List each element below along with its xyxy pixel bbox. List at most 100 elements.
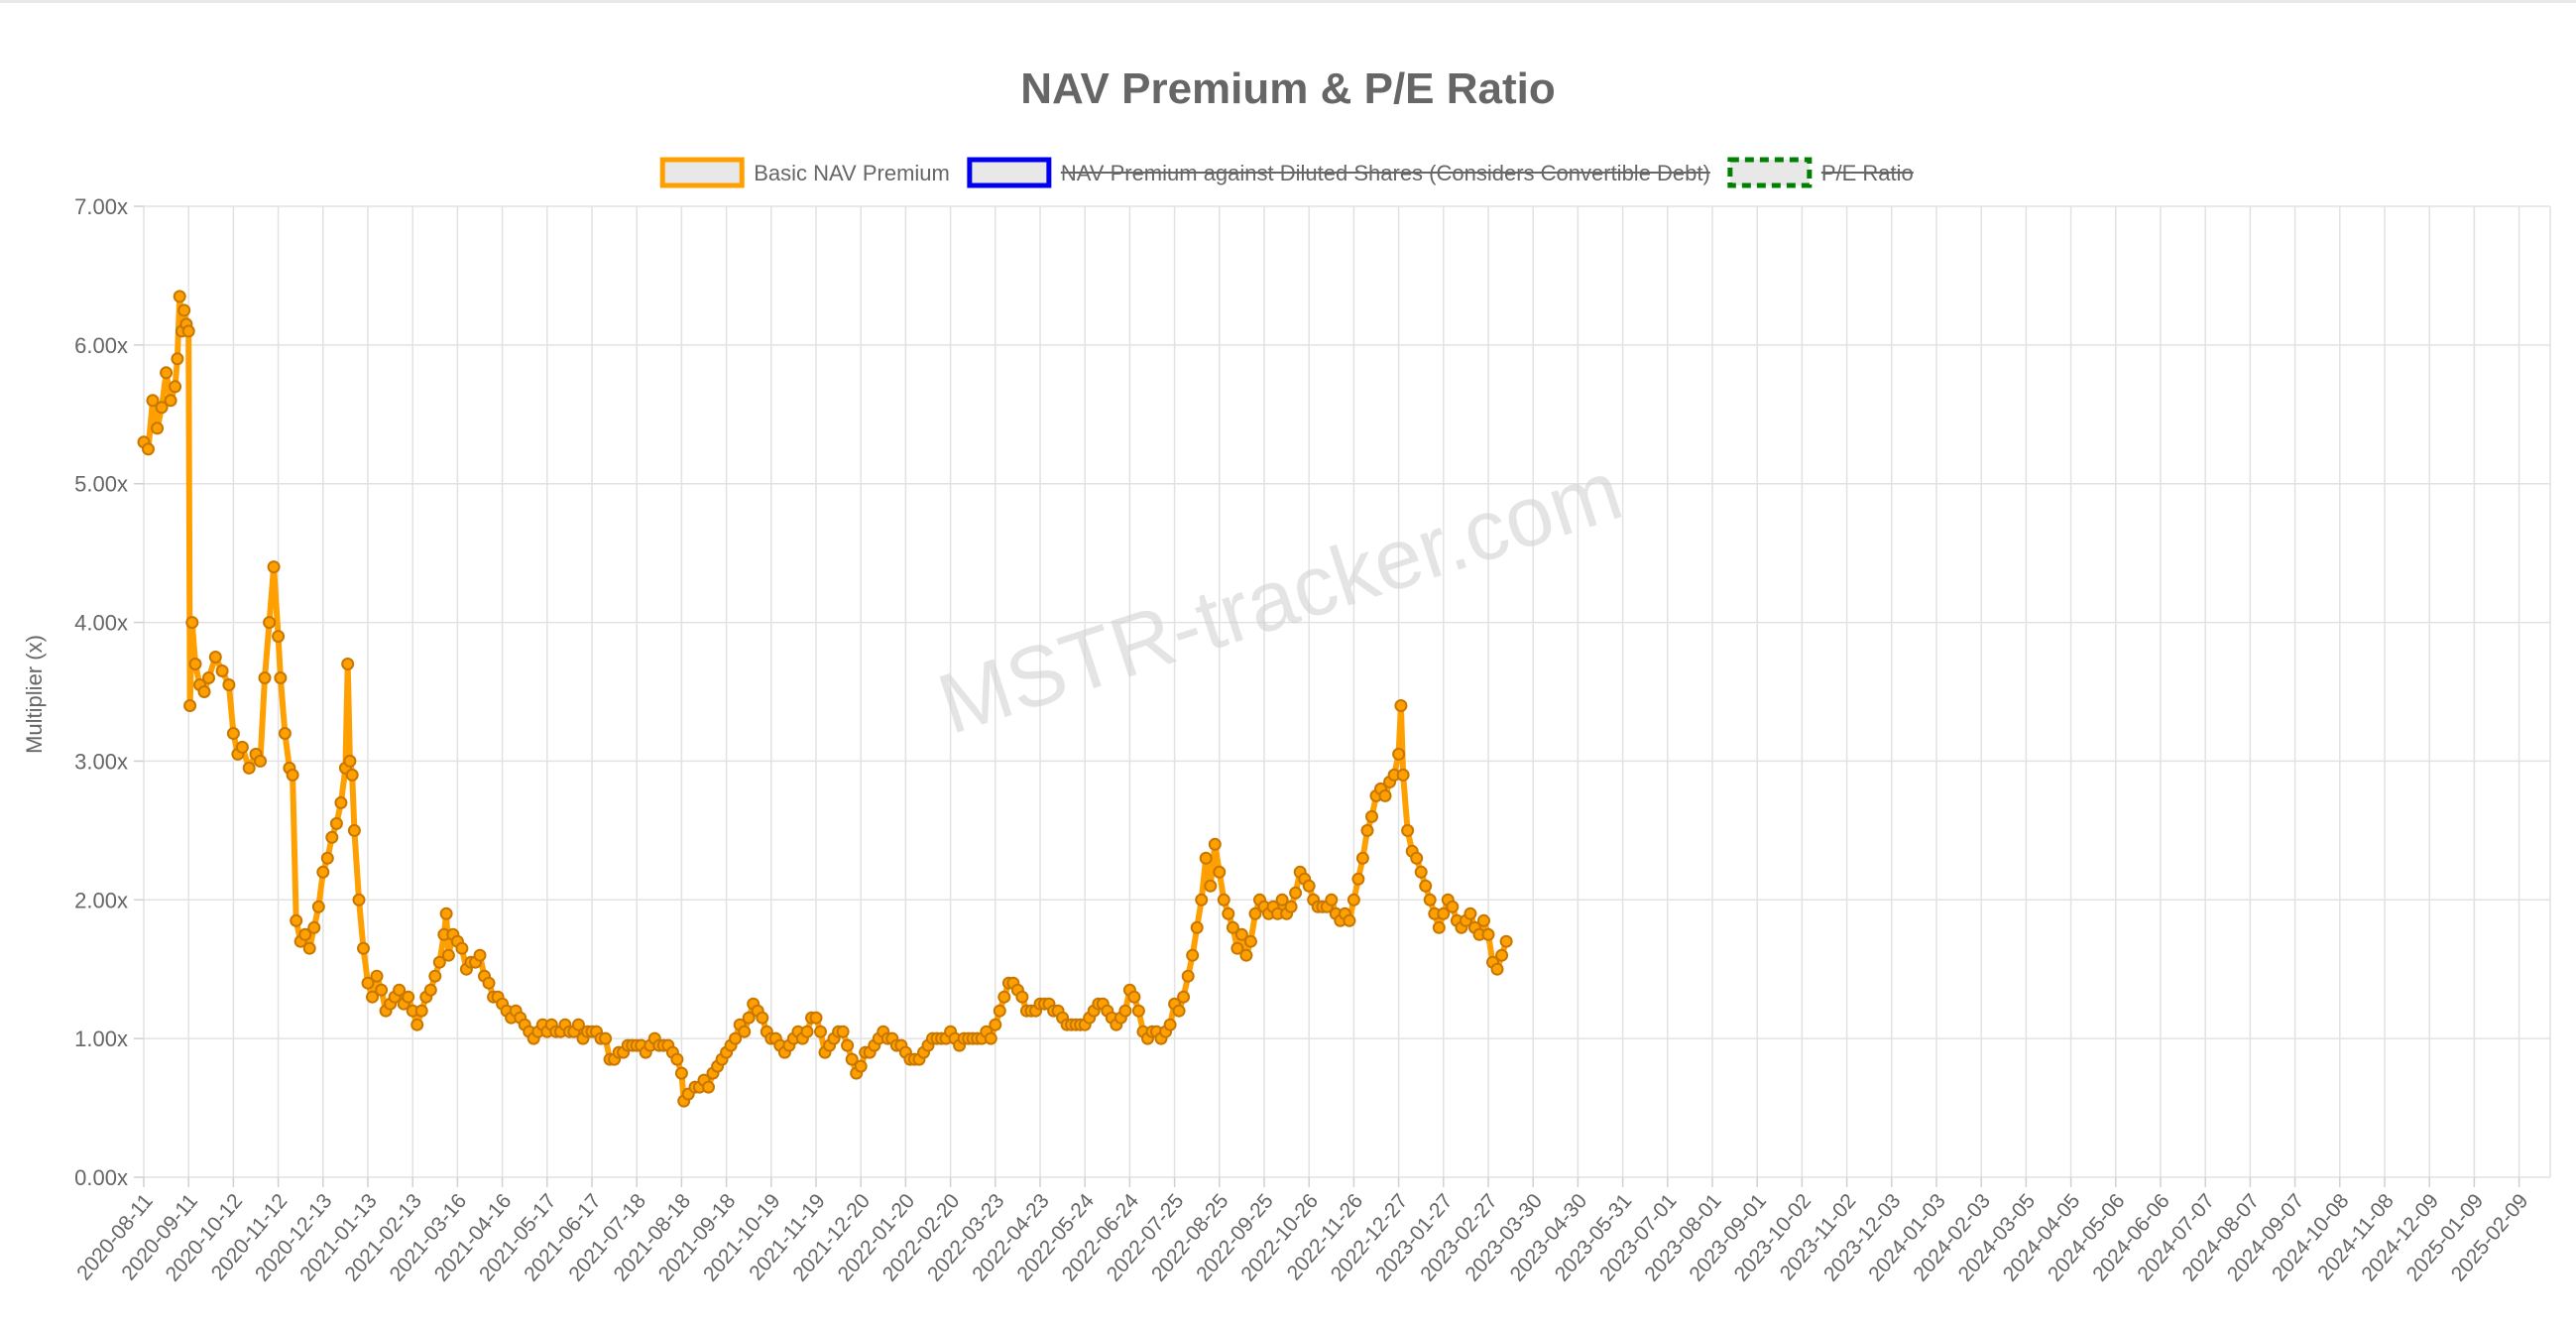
data-point <box>347 823 361 837</box>
y-tick-label: 7.00x <box>74 194 128 219</box>
data-point <box>1446 900 1460 913</box>
chart-title: NAV Premium & P/E Ratio <box>1020 64 1556 113</box>
data-point <box>197 685 211 698</box>
data-point <box>1410 851 1424 865</box>
y-tick-label: 1.00x <box>74 1027 128 1051</box>
data-point <box>1163 1018 1177 1031</box>
y-tick-label: 2.00x <box>74 888 128 912</box>
data-point <box>370 969 384 983</box>
data-point <box>311 900 325 913</box>
data-point <box>428 969 442 983</box>
data-point <box>258 671 272 684</box>
data-point <box>366 990 379 1004</box>
legend-swatch <box>1727 157 1813 188</box>
data-point <box>1490 962 1504 976</box>
data-point <box>183 699 197 712</box>
data-point <box>845 1052 859 1066</box>
data-point <box>316 865 330 879</box>
x-axis-ticks: 2020-08-112020-09-112020-10-122020-11-12… <box>72 1177 2532 1286</box>
data-point <box>599 1031 613 1045</box>
data-point <box>1243 934 1257 948</box>
data-point <box>298 927 312 941</box>
data-point <box>1351 872 1365 886</box>
data-point <box>1239 948 1253 962</box>
chart-grid <box>143 205 2551 1178</box>
data-point <box>1432 920 1446 934</box>
data-point <box>1396 768 1410 782</box>
data-point <box>1499 934 1513 948</box>
data-point <box>1234 927 1248 941</box>
data-point <box>202 671 215 684</box>
data-point <box>1481 927 1495 941</box>
data-point <box>267 560 281 574</box>
data-point <box>272 630 286 644</box>
data-point <box>1118 1004 1132 1018</box>
data-point <box>226 727 240 740</box>
data-point <box>1401 823 1415 837</box>
data-point <box>854 1059 868 1073</box>
data-point <box>1015 990 1029 1004</box>
data-point <box>334 795 348 809</box>
data-point <box>482 976 496 990</box>
top-divider <box>0 0 2576 3</box>
data-point <box>1186 948 1200 962</box>
data-point <box>1204 879 1218 893</box>
data-point <box>756 1011 769 1025</box>
data-point <box>1222 906 1235 920</box>
data-point <box>357 941 370 955</box>
data-point <box>841 1038 855 1052</box>
data-point <box>1172 1004 1186 1018</box>
data-point <box>410 1018 424 1031</box>
data-point <box>800 1025 814 1038</box>
data-point <box>997 990 1011 1004</box>
data-point <box>836 1025 850 1038</box>
data-point <box>341 658 355 670</box>
data-point <box>155 401 169 415</box>
data-point <box>215 664 229 677</box>
data-point <box>302 941 316 955</box>
data-point <box>1213 865 1227 879</box>
series-line <box>141 293 1510 1105</box>
data-point <box>177 303 191 317</box>
data-point <box>164 394 177 408</box>
data-point <box>375 983 389 997</box>
data-point <box>1181 969 1195 983</box>
data-point <box>307 920 321 934</box>
watermark: MSTR-tracker.com <box>927 442 1632 753</box>
data-point <box>432 955 446 969</box>
data-point <box>286 768 299 782</box>
data-point <box>278 727 292 740</box>
data-point <box>993 1004 1006 1018</box>
data-point <box>343 754 357 768</box>
data-point <box>1275 893 1289 906</box>
data-point <box>455 941 469 955</box>
data-point <box>1131 1004 1145 1018</box>
data-point <box>173 290 186 303</box>
data-point <box>1199 851 1213 865</box>
data-point <box>329 816 343 830</box>
y-tick-label: 5.00x <box>74 472 128 497</box>
data-point <box>742 1011 756 1025</box>
data-point <box>1414 865 1428 879</box>
data-point <box>393 983 407 997</box>
legend-label: Basic NAV Premium <box>754 161 950 185</box>
data-point <box>414 1004 428 1018</box>
data-point <box>263 616 277 630</box>
data-point <box>1343 913 1356 927</box>
data-point <box>1365 809 1378 823</box>
data-point <box>814 1025 827 1038</box>
data-point <box>185 616 199 630</box>
data-point <box>1284 900 1298 913</box>
data-point <box>1208 837 1222 851</box>
chart-series <box>137 290 1513 1108</box>
data-point <box>254 754 267 768</box>
data-point <box>1477 913 1490 927</box>
data-point <box>729 1031 743 1045</box>
data-point <box>325 830 339 844</box>
data-point <box>670 1052 684 1066</box>
y-tick-label: 6.00x <box>74 333 128 358</box>
data-point <box>290 913 303 927</box>
y-tick-label: 4.00x <box>74 611 128 636</box>
data-point <box>473 948 487 962</box>
